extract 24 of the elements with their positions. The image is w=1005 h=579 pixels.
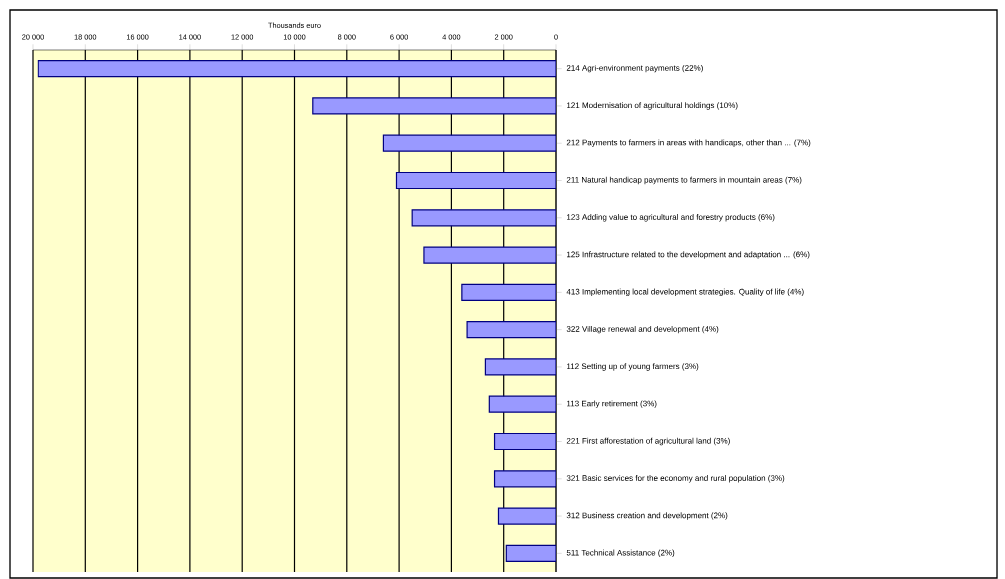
y-tick-label: 413 Implementing local development strategies. Quality of life (4%) <box>566 288 804 297</box>
bar <box>505 544 556 562</box>
y-tick-label: 322 Village renewal and development (4%) <box>566 325 719 334</box>
bar <box>395 171 556 190</box>
y-tick-label: 321 Basic services for the economy and rural population (3%) <box>566 475 785 483</box>
bar <box>488 395 556 413</box>
y-tick-label: 113 Early retirement (3%) <box>567 400 657 408</box>
y-tick-label: 221 First afforestation of agricultural land (3%) <box>566 437 730 446</box>
y-tick-label: 112 Setting up of young farmers (3%) <box>567 363 699 371</box>
y-tick-label: 511 Technical Assistance (2%) <box>566 549 675 558</box>
bar <box>37 60 556 78</box>
bar <box>411 209 556 227</box>
y-tick-label: 214 Agri-environment payments (22%) <box>566 64 703 73</box>
bar <box>461 283 556 301</box>
y-tick-label: 123 Adding value to agricultural and forestry products (6%) <box>567 214 775 222</box>
y-tick-label: 212 Payments to farmers in areas with handicaps, other than ... (7%) <box>566 139 811 147</box>
y-tick-label: 125 Infrastructure related to the development and adaptation ... (6%) <box>567 251 810 259</box>
y-tick-label: 312 Business creation and development (2%) <box>566 512 728 520</box>
bar <box>382 134 556 152</box>
bar <box>493 432 556 451</box>
bar <box>466 321 556 339</box>
bar <box>493 470 556 488</box>
y-tick-label: 121 Modernisation of agricultural holdings (10%) <box>567 102 738 110</box>
y-tick-label: 211 Natural handicap payments to farmers in mountain areas (7%) <box>566 176 802 185</box>
